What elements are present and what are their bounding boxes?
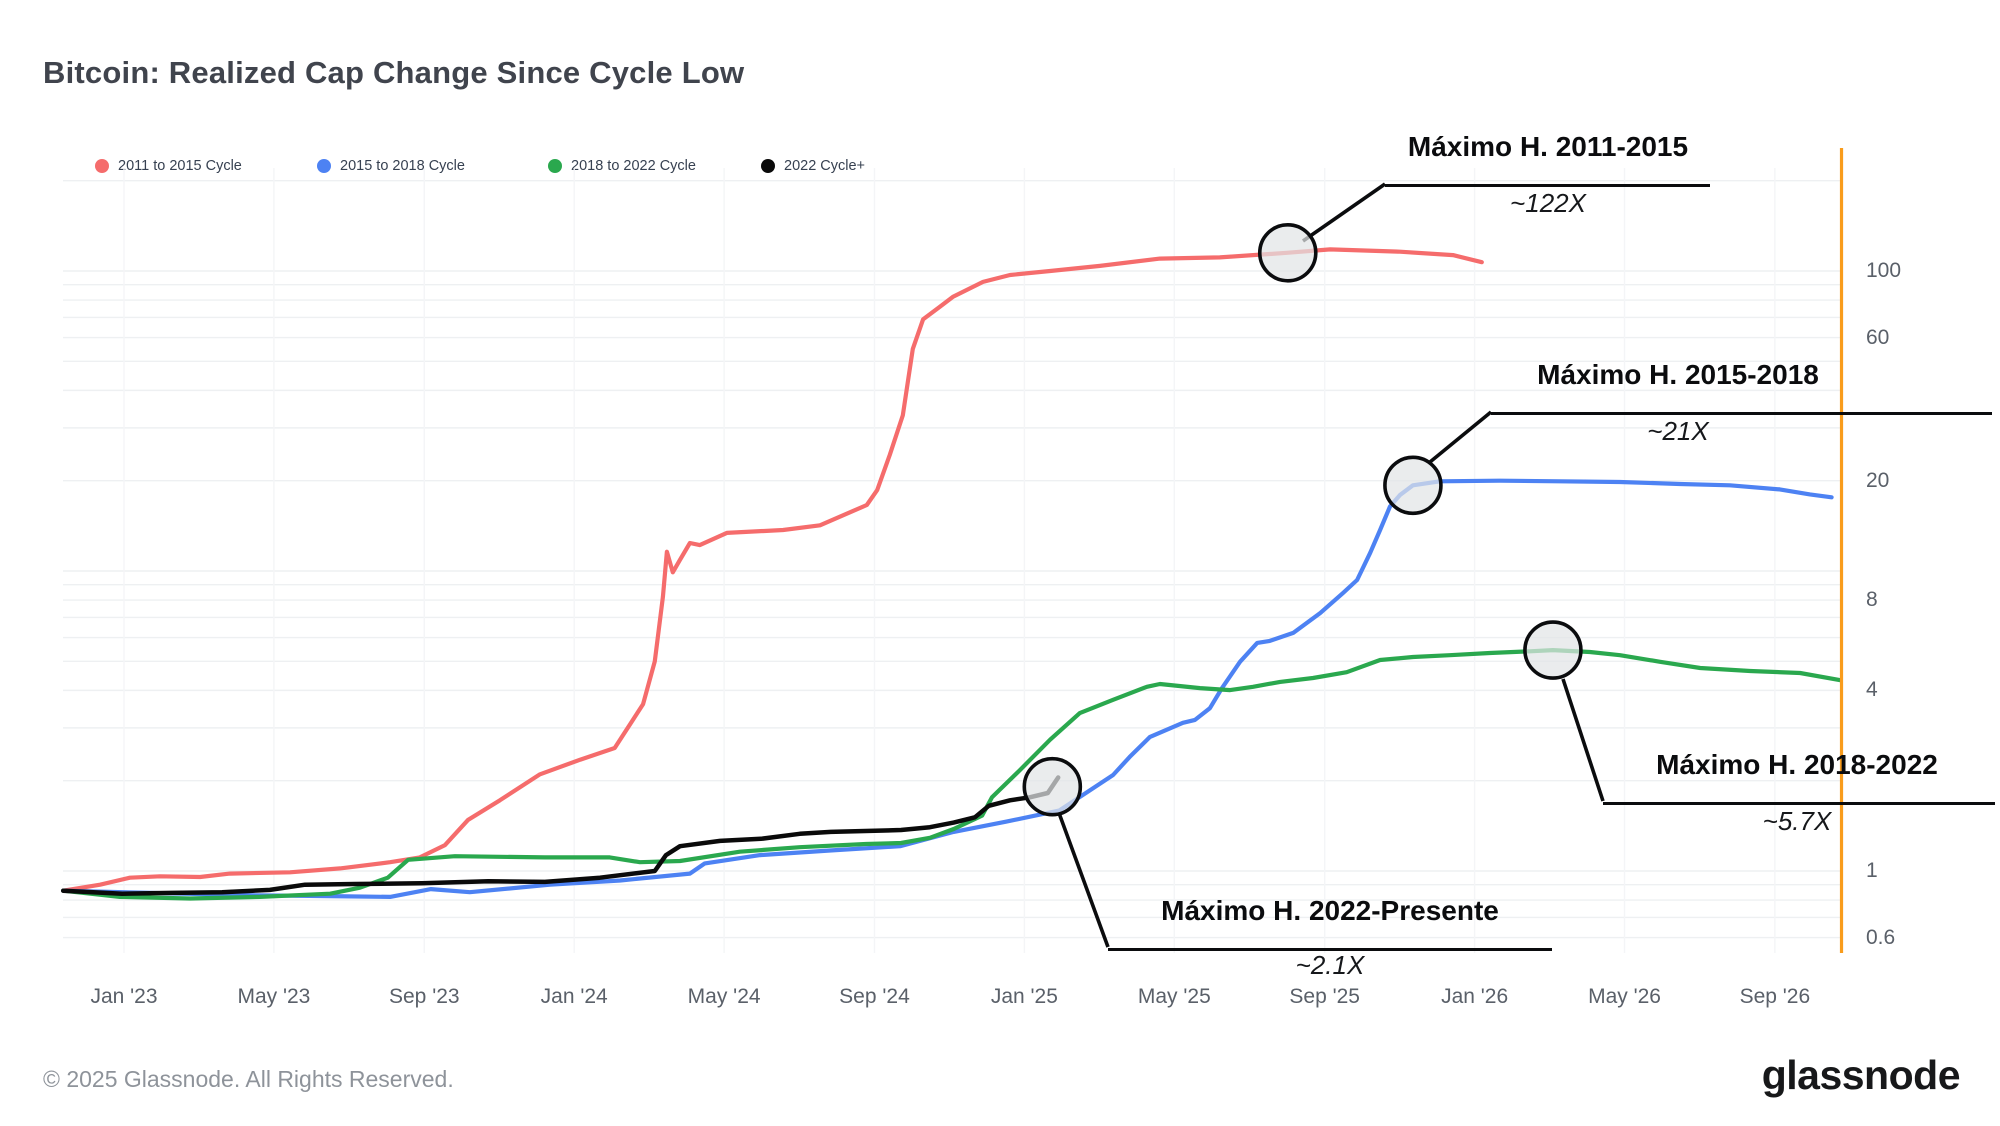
series-line-4 xyxy=(60,775,1061,896)
x-axis-tick-label: Jan '23 xyxy=(90,985,158,1008)
x-axis-tick-label: Jan '24 xyxy=(540,985,608,1008)
annotation-highlight-circle xyxy=(1383,455,1443,516)
legend-dot-icon xyxy=(317,159,331,173)
y-axis-tick-label: 100 xyxy=(1866,259,1902,282)
x-axis-tick-label: Sep '23 xyxy=(388,985,460,1008)
annotation-underline xyxy=(1491,412,1992,415)
annotation-leader-line xyxy=(1301,182,1387,243)
annotation-leader-line xyxy=(1057,812,1110,948)
x-axis-tick-label: May '26 xyxy=(1588,985,1661,1008)
annotation-title: Máximo H. 2022-Presente xyxy=(1161,895,1499,926)
x-axis-tick-label: May '25 xyxy=(1137,985,1211,1008)
legend-item-4[interactable]: 2022 Cycle+ xyxy=(761,158,865,174)
series-line-1 xyxy=(61,247,1484,893)
annotation-value: ~21X xyxy=(1647,416,1709,446)
annotation-value: ~2.1X xyxy=(1295,950,1365,980)
legend-item-label: 2018 to 2022 Cycle xyxy=(571,158,696,174)
y-axis-tick-label: 0.6 xyxy=(1866,925,1896,949)
y-axis-tick-label: 8 xyxy=(1866,588,1878,612)
legend-dot-icon xyxy=(548,159,562,173)
legend-item-3[interactable]: 2018 to 2022 Cycle xyxy=(548,158,696,174)
x-axis-tick-label: Sep '26 xyxy=(1739,985,1811,1008)
legend-item-label: 2022 Cycle+ xyxy=(784,158,866,174)
annotation-value: ~122X xyxy=(1510,188,1586,218)
annotation-highlight-circle xyxy=(1523,620,1583,680)
annotation-leader-line xyxy=(1428,410,1493,464)
legend-item-1[interactable]: 2011 to 2015 Cycle xyxy=(95,158,242,174)
x-axis-tick-label: Jan '26 xyxy=(1441,985,1509,1008)
legend-item-label: 2011 to 2015 Cycle xyxy=(118,158,242,174)
legend-dot-icon xyxy=(95,159,109,173)
annotation-leader-line xyxy=(1561,678,1605,802)
annotation-underline xyxy=(1385,184,1710,187)
copyright-text: © 2025 Glassnode. All Rights Reserved. xyxy=(43,1066,454,1092)
y-axis-tick-label: 60 xyxy=(1866,325,1890,349)
y-axis-tick-label: 20 xyxy=(1866,468,1890,492)
legend-dot-icon xyxy=(761,159,775,173)
series-line-2 xyxy=(61,478,1834,899)
glassnode-logo: glassnode xyxy=(1761,1052,1961,1098)
x-axis-tick-label: Sep '25 xyxy=(1289,985,1360,1008)
x-axis-tick-label: Sep '24 xyxy=(839,985,910,1008)
annotation-highlight-circle xyxy=(1257,222,1318,283)
page-title: Bitcoin: Realized Cap Change Since Cycle… xyxy=(43,55,745,90)
x-axis-tick-label: May '24 xyxy=(687,985,761,1008)
chart-legend: 2011 to 2015 Cycle 2015 to 2018 Cycle 2018… xyxy=(0,158,2000,178)
annotation-highlight-circle xyxy=(1022,756,1083,817)
legend-item-2[interactable]: 2015 to 2018 Cycle xyxy=(317,158,465,174)
annotation-value: ~5.7X xyxy=(1762,806,1832,836)
y-axis-tick-label: 4 xyxy=(1866,678,1878,702)
annotation-title: Máximo H. 2018-2022 xyxy=(1656,749,1938,780)
y-axis-tick-label: 1 xyxy=(1866,859,1878,882)
x-axis-tick-label: May '23 xyxy=(237,985,311,1008)
annotation-underline xyxy=(1108,948,1552,951)
annotation-title: Máximo H. 2011-2015 xyxy=(1407,131,1689,162)
series-line-3 xyxy=(61,648,1842,901)
annotation-title: Máximo H. 2015-2018 xyxy=(1537,359,1819,390)
annotation-underline xyxy=(1603,802,1995,805)
legend-item-label: 2015 to 2018 Cycle xyxy=(340,158,465,174)
x-axis-tick-label: Jan '25 xyxy=(990,985,1058,1008)
